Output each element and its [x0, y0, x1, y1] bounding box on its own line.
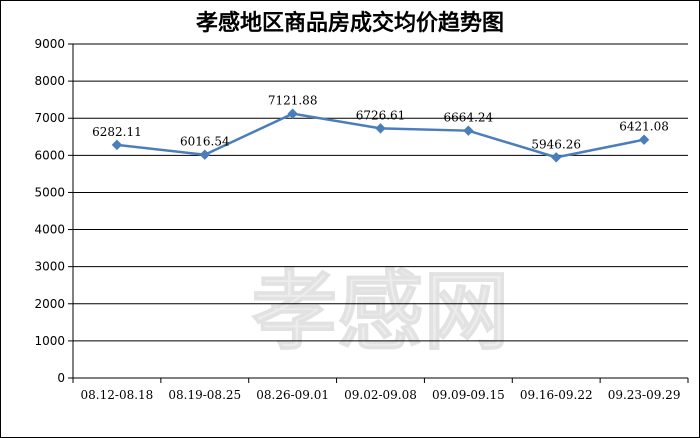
y-tick-label: 0 [57, 371, 65, 385]
y-tick-label: 8000 [34, 74, 65, 88]
data-point [375, 123, 386, 134]
x-tick-label: 08.12-08.18 [81, 388, 154, 402]
data-point [551, 152, 562, 163]
y-tick-label: 6000 [34, 148, 65, 162]
y-tick-label: 1000 [34, 334, 65, 348]
y-tick-label: 2000 [34, 297, 65, 311]
y-tick-label: 4000 [34, 223, 65, 237]
data-label: 6726.61 [356, 108, 406, 122]
x-tick-label: 08.26-09.01 [256, 388, 329, 402]
data-label: 5946.26 [531, 137, 581, 151]
data-label: 7121.88 [268, 94, 318, 108]
data-point [638, 134, 650, 145]
x-tick-label: 09.09-09.15 [432, 388, 505, 402]
data-point [287, 108, 298, 119]
data-point [463, 125, 474, 136]
x-tick-label: 09.16-09.22 [520, 388, 593, 402]
y-tick-label: 9000 [34, 37, 65, 51]
y-tick-label: 5000 [34, 185, 65, 199]
data-label: 6664.24 [444, 111, 494, 125]
data-point [199, 149, 210, 160]
watermark: 孝感网 [252, 262, 510, 362]
y-tick-label: 3000 [34, 260, 65, 274]
x-tick-label: 09.23-09.29 [608, 388, 681, 402]
x-tick-label: 08.19-08.25 [168, 388, 241, 402]
data-label: 6282.11 [92, 125, 142, 139]
y-tick-label: 7000 [34, 111, 65, 125]
chart-title: 孝感地区商品房成交均价趋势图 [195, 11, 504, 36]
data-point [111, 139, 123, 151]
data-label: 6421.08 [619, 120, 669, 134]
x-tick-label: 09.02-09.08 [344, 388, 417, 402]
data-label: 6016.54 [180, 135, 230, 149]
